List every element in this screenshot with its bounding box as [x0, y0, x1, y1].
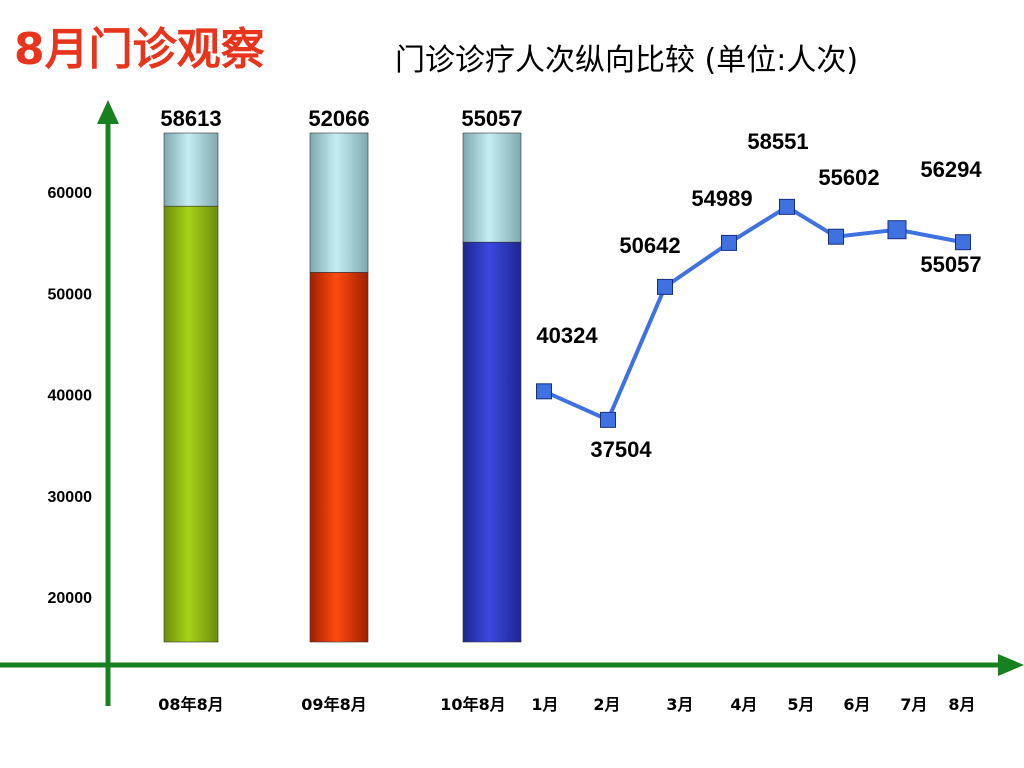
- line-point: [600, 411, 616, 428]
- line-value-label: 55602: [818, 165, 879, 190]
- x-month-label: 8月: [948, 695, 975, 714]
- axes: [0, 100, 1024, 706]
- line-series-path: [543, 204, 964, 423]
- line-point: [887, 220, 907, 240]
- line-point: [779, 198, 795, 215]
- line-point: [828, 228, 844, 245]
- bar: [163, 132, 219, 643]
- x-month-label: 1月: [531, 695, 558, 714]
- page-title: 8月门诊观察: [14, 24, 265, 75]
- bar-value-label: 58613: [160, 106, 221, 131]
- y-tick-label: 40000: [48, 388, 93, 405]
- line-value-label: 37504: [590, 437, 652, 462]
- bar-fill: [462, 241, 522, 643]
- line-point: [955, 234, 971, 251]
- y-axis-arrow: [97, 100, 119, 124]
- x-category-label: 08年8月: [158, 695, 223, 714]
- x-month-label: 7月: [900, 695, 927, 714]
- line-value-label: 40324: [536, 323, 598, 348]
- line-point: [657, 278, 673, 295]
- y-tick-label: 50000: [48, 286, 93, 303]
- bar-value-label: 52066: [308, 106, 369, 131]
- x-month-label: 4月: [730, 695, 757, 714]
- x-category-label: 10年8月: [440, 695, 505, 714]
- x-month-label: 3月: [666, 695, 693, 714]
- x-month-label: 5月: [787, 695, 814, 714]
- bar-cap: [163, 132, 219, 207]
- y-tick-label: 30000: [48, 489, 93, 506]
- x-category-label: 09年8月: [301, 695, 366, 714]
- y-tick-label: 60000: [48, 185, 93, 202]
- line-value-label: 58551: [747, 129, 808, 154]
- line-value-label: 56294: [920, 157, 982, 182]
- line-point: [536, 383, 552, 400]
- y-tick-label: 20000: [48, 590, 93, 607]
- bar: [462, 132, 522, 643]
- bar-cap: [462, 132, 522, 243]
- x-month-label: 6月: [843, 695, 870, 714]
- bar-fill: [163, 205, 219, 643]
- chart-subtitle: 门诊诊疗人次纵向比较 (单位:人次): [395, 43, 859, 78]
- x-month-label: 2月: [593, 695, 620, 714]
- bar-fill: [309, 272, 369, 643]
- bar-cap: [309, 132, 369, 273]
- bar-value-label: 55057: [461, 106, 522, 131]
- bar: [309, 132, 369, 643]
- x-axis-arrow: [998, 654, 1024, 676]
- line-point: [721, 234, 737, 251]
- line-value-label: 55057: [920, 252, 981, 277]
- line-value-label: 50642: [619, 233, 680, 258]
- line-value-label: 54989: [691, 186, 752, 211]
